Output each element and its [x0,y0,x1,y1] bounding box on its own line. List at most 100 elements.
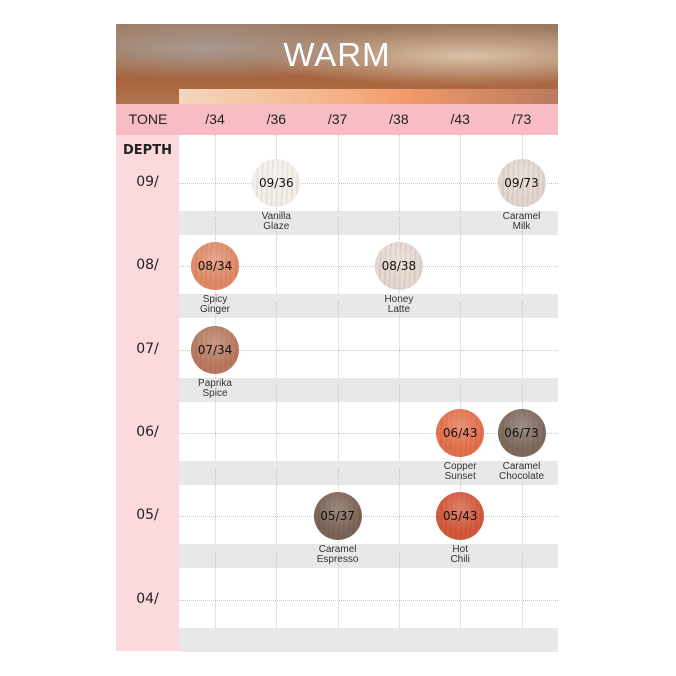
grid-line [215,135,216,211]
shade-name-line: Caramel [502,211,541,222]
grid-line [521,468,523,545]
grid-line [521,301,523,378]
label-band [179,544,558,569]
shade-name-line: Glaze [263,221,290,232]
grid-line [215,384,216,461]
grid-line [460,218,462,295]
shade-code: 08/34 [197,259,233,274]
label-band [179,460,558,485]
depth-row-label: 09/ [136,174,159,190]
shade-code: 09/73 [504,176,539,190]
grid-line [398,384,400,461]
grid-line [521,551,523,628]
grid-line [337,301,339,378]
grid-line [179,599,558,601]
shade-name-line: Milk [512,221,531,232]
shade-code: 05/37 [320,509,355,524]
tone-column-label: /73 [511,111,532,127]
grid-line [179,516,558,518]
chart-title: WARM [283,36,391,73]
shade-name: Copper Sunset [420,460,500,482]
grid-line [337,384,339,461]
label-band [179,627,558,652]
shade-swatch[interactable]: 05/37 [313,492,362,541]
shade-name: Caramel Espresso [298,545,378,565]
grid-line [276,384,278,461]
grid-line [398,135,400,211]
header-banner: WARM [116,24,558,104]
shade-name-line: Copper [443,460,477,472]
shade-name: Vanilla Glaze [236,212,316,232]
grid-line [179,432,558,434]
shade-swatch[interactable]: 08/34 [191,242,239,291]
gradient-strip [179,89,558,104]
shade-swatch[interactable]: 06/43 [436,408,485,457]
shade-code: 05/43 [442,509,478,524]
depth-row-label: 06/ [136,423,159,440]
shade-name-line: Chili [450,554,470,566]
shade-name: Caramel Milk [482,212,562,232]
shade-name-line: Paprika [198,377,232,389]
grid-line [460,135,462,211]
shade-name-line: Caramel [318,544,357,556]
shade-code: 08/38 [381,259,417,274]
tone-label: TONE [128,111,168,127]
shade-name: Honey Latte [359,295,439,315]
grid-line [460,551,462,628]
label-band [179,211,558,235]
shade-swatch[interactable]: 08/38 [374,242,423,291]
shade-name: Caramel Chocolate [482,460,562,482]
grid-line [398,551,400,628]
shade-swatch[interactable]: 09/73 [497,159,546,207]
depth-row-label: 04/ [136,590,159,607]
tone-column-label: /36 [266,111,287,127]
depth-row-label: 05/ [136,507,159,524]
depth-label: DEPTH [123,143,172,158]
tone-column-label: /38 [389,111,409,127]
shade-name-line: Caramel [502,460,541,472]
shade-swatch[interactable]: 09/36 [252,159,301,207]
tone-column-label: /43 [450,111,470,127]
shade-code: 07/34 [197,342,233,357]
grid-line [398,301,400,378]
grid-line [179,183,558,184]
color-chart: WARM TONE /34/36/37/38/43/73 DEPTH 09/08… [116,24,558,652]
shade-name-line: Espresso [316,554,359,566]
shade-name-line: Hot [452,544,468,556]
shade-swatch[interactable]: 06/73 [497,408,546,457]
shade-name-line: Vanilla [261,211,291,222]
shade-swatch[interactable]: 05/43 [436,492,485,541]
shade-name-line: Sunset [444,470,476,482]
shade-code: 06/73 [504,425,539,440]
grid-line [398,468,400,545]
shade-name-line: Spice [202,387,228,399]
label-band [179,294,558,319]
depth-column: DEPTH 09/08/07/06/05/04/ [116,135,179,651]
grid-line [460,301,462,378]
shade-code: 06/43 [442,425,478,440]
shade-swatch[interactable]: 07/34 [191,325,239,374]
grid-line [179,349,558,351]
depth-row-label: 08/ [136,257,159,274]
shade-name-line: Latte [387,304,411,316]
shade-name: Hot Chili [420,545,500,565]
shade-name-line: Chocolate [498,470,545,482]
shade-name: Spicy Ginger [175,295,255,315]
grid-line [337,135,339,211]
grid-line [276,301,278,378]
grid-line [276,218,278,295]
grid-line [179,266,558,268]
grid-line [276,551,278,628]
shade-name-line: Honey [384,294,414,306]
tone-column-label: /34 [205,111,225,127]
grid-line [337,551,339,628]
grid-line [215,468,216,545]
shade-name: Paprika Spice [175,377,255,399]
grid-line [215,551,216,628]
shade-name-line: Ginger [199,304,230,316]
grid-line [521,218,523,295]
label-band [179,377,558,402]
tone-header-row: TONE /34/36/37/38/43/73 [116,104,558,135]
grid-line [276,468,278,545]
shade-code: 09/36 [259,176,294,190]
